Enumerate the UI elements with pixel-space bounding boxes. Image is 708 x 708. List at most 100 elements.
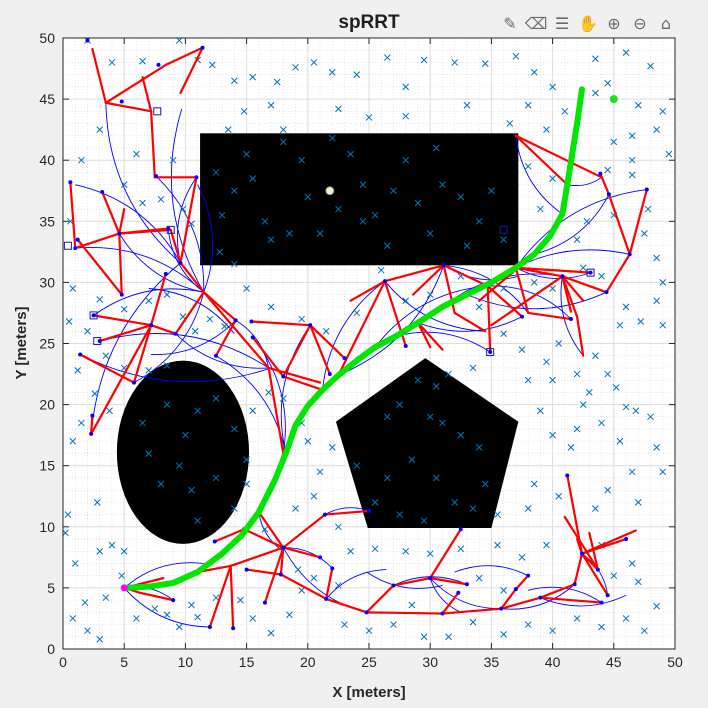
x-tick-label: 0 bbox=[59, 654, 67, 670]
obstacle-ellipse bbox=[116, 360, 250, 544]
sample-marker bbox=[543, 541, 550, 549]
sample-point bbox=[560, 274, 565, 279]
sample-marker bbox=[120, 547, 128, 555]
sample-point bbox=[173, 331, 178, 336]
home-icon[interactable]: ⌂ bbox=[660, 13, 672, 33]
sample-point bbox=[456, 590, 461, 595]
tree-edge bbox=[500, 596, 542, 610]
sample-marker bbox=[659, 321, 667, 329]
sample-marker bbox=[328, 444, 336, 451]
sample-marker bbox=[157, 195, 165, 203]
tree-edge bbox=[325, 567, 334, 600]
sample-marker bbox=[500, 586, 507, 594]
legend-icon[interactable]: ☰ bbox=[554, 13, 570, 33]
sample-marker bbox=[310, 59, 318, 66]
sample-marker bbox=[457, 545, 465, 553]
curve-edge bbox=[99, 333, 269, 369]
sample-marker bbox=[653, 444, 660, 451]
sample-marker bbox=[91, 390, 99, 397]
y-tick-label: 35 bbox=[39, 213, 55, 229]
tree-edge bbox=[539, 583, 576, 599]
brush-icon[interactable]: ✎ bbox=[503, 13, 517, 33]
sample-marker bbox=[316, 468, 324, 476]
sample-marker bbox=[408, 601, 416, 609]
sample-marker bbox=[216, 248, 224, 256]
goal-marker bbox=[609, 95, 618, 104]
x-tick-label: 45 bbox=[606, 654, 622, 670]
y-tick-label: 5 bbox=[47, 580, 55, 596]
sample-point bbox=[200, 45, 205, 50]
curve-edge bbox=[118, 233, 204, 293]
sample-marker bbox=[84, 627, 91, 635]
sample-point bbox=[403, 343, 408, 348]
sample-marker bbox=[286, 611, 293, 619]
x-tick-label: 5 bbox=[120, 654, 128, 670]
sample-point bbox=[538, 595, 543, 600]
sample-marker bbox=[641, 627, 648, 635]
y-tick-label: 40 bbox=[39, 152, 55, 168]
y-ticks: 0 5 10 15 20 25 30 35 40 45 50 bbox=[39, 30, 675, 657]
curve-edge bbox=[90, 262, 181, 434]
tree-edge bbox=[141, 76, 153, 113]
sample-marker bbox=[191, 327, 199, 335]
sample-marker bbox=[78, 156, 85, 164]
sample-marker bbox=[71, 560, 79, 567]
tree-edge bbox=[429, 577, 469, 586]
sample-marker bbox=[628, 560, 636, 567]
pan-icon[interactable]: ✋ bbox=[578, 13, 598, 33]
tree-edge bbox=[486, 284, 492, 354]
tree-edge bbox=[267, 366, 285, 455]
curve-edge bbox=[515, 267, 591, 280]
sample-point bbox=[322, 512, 327, 517]
sample-marker bbox=[549, 627, 556, 635]
sample-point bbox=[119, 292, 124, 297]
curve-edge bbox=[175, 333, 269, 369]
tree-edge bbox=[104, 101, 153, 113]
sample-marker bbox=[426, 550, 434, 558]
sample-point bbox=[644, 187, 649, 192]
sample-marker bbox=[612, 384, 620, 391]
sample-marker bbox=[353, 71, 361, 79]
sample-marker bbox=[524, 505, 532, 512]
tree-edge bbox=[118, 207, 126, 235]
sample-marker bbox=[598, 272, 605, 280]
sample-marker bbox=[518, 553, 526, 561]
sample-marker bbox=[647, 62, 654, 70]
sample-marker bbox=[208, 61, 216, 69]
sample-marker bbox=[432, 474, 440, 482]
tree-edge bbox=[561, 275, 573, 313]
square-markers bbox=[63, 107, 595, 357]
sample-marker bbox=[585, 389, 593, 396]
y-tick-label: 30 bbox=[39, 274, 55, 290]
sample-point bbox=[565, 473, 570, 478]
tree-edge bbox=[411, 264, 445, 296]
tree-edge bbox=[257, 511, 285, 549]
zoom-in-icon[interactable]: ⊕ bbox=[607, 13, 621, 33]
sample-marker bbox=[494, 541, 501, 549]
sample-marker bbox=[81, 599, 89, 606]
sample-marker bbox=[604, 370, 612, 378]
sample-marker bbox=[304, 193, 312, 201]
sample-marker bbox=[69, 615, 77, 622]
sample-point bbox=[520, 314, 524, 319]
sample-marker bbox=[420, 56, 428, 64]
tree-edge bbox=[573, 552, 584, 586]
sample-marker bbox=[573, 236, 581, 243]
sample-marker bbox=[481, 60, 489, 68]
sample-marker bbox=[653, 297, 660, 305]
x-tick-label: 25 bbox=[361, 654, 377, 670]
tree-edge bbox=[139, 591, 175, 602]
square-marker bbox=[486, 348, 495, 357]
square-marker bbox=[93, 337, 102, 346]
sample-marker bbox=[279, 138, 287, 146]
sample-marker bbox=[69, 437, 77, 445]
eraser-icon[interactable]: ⌫ bbox=[524, 13, 548, 33]
zoom-out-icon[interactable]: ⊖ bbox=[633, 13, 647, 33]
sample-point bbox=[605, 593, 610, 598]
sample-point bbox=[308, 323, 313, 328]
sample-point bbox=[163, 271, 168, 276]
sample-marker bbox=[432, 144, 440, 152]
sample-point bbox=[78, 352, 83, 357]
sample-marker bbox=[212, 474, 220, 482]
